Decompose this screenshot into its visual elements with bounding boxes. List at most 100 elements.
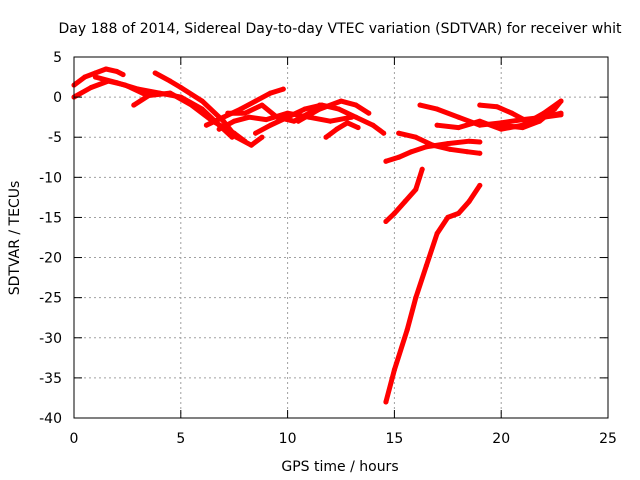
y-tick-label: -20 [39, 251, 62, 267]
y-tick-label: 0 [53, 90, 62, 106]
data-point [355, 125, 361, 131]
data-point [477, 102, 483, 108]
data-point [391, 367, 397, 373]
data-point [323, 134, 329, 140]
data-point [366, 110, 372, 116]
data-point [494, 104, 500, 110]
data-point [225, 110, 231, 116]
data-point [423, 263, 429, 269]
data-point [396, 154, 402, 160]
data-point [402, 198, 408, 204]
data-point [242, 110, 248, 116]
data-point [221, 114, 226, 120]
data-point [114, 68, 120, 74]
data-point [327, 118, 333, 124]
data-point [498, 122, 504, 128]
data-point [233, 134, 239, 140]
data-point [268, 122, 273, 128]
x-tick-label: 5 [176, 431, 185, 447]
data-point [509, 110, 515, 116]
data-point [383, 158, 389, 164]
data-point [317, 106, 323, 112]
grid [74, 57, 608, 418]
data-point [131, 102, 137, 108]
data-point [268, 90, 273, 96]
chart-title: Day 188 of 2014, Sidereal Day-to-day VTE… [59, 21, 622, 37]
plot-border [73, 56, 609, 419]
data-point [370, 122, 376, 128]
data-point [246, 114, 252, 120]
data-point [216, 126, 222, 132]
y-tick-label: -40 [39, 411, 62, 427]
data-point [295, 118, 301, 124]
data-point [466, 138, 472, 144]
data-point [456, 210, 461, 216]
data-point [291, 118, 297, 124]
data-point [477, 118, 483, 124]
data-point [558, 110, 564, 116]
data-point [344, 120, 350, 126]
data-point [248, 142, 254, 148]
tick-labels: 0 5 10 15 20 25 5 0 -5 -10 -15 -20 -25 -30 -35 -40 [39, 50, 617, 447]
x-tick-label: 25 [599, 431, 617, 447]
data-point [280, 86, 286, 92]
data-point [430, 142, 436, 148]
data-point [520, 125, 526, 131]
data-point [178, 85, 184, 90]
data-point [417, 102, 423, 108]
x-tick-label: 10 [279, 431, 297, 447]
data-point [353, 102, 359, 108]
series-arc-12 [383, 182, 483, 405]
data-point [409, 149, 414, 155]
data-point [396, 130, 402, 136]
data-point [404, 327, 410, 333]
data-point [413, 186, 419, 192]
data-point [285, 114, 291, 120]
series-arc-11 [323, 120, 361, 140]
data-point [135, 86, 141, 92]
data-point [477, 139, 483, 145]
x-axis-label: GPS time / hours [281, 459, 398, 475]
data-point [199, 98, 205, 104]
data-point [92, 70, 98, 76]
data-point [231, 118, 237, 124]
data-point [552, 106, 558, 112]
data-point [302, 106, 308, 112]
data-point [120, 72, 126, 78]
data-point [338, 98, 344, 104]
data-point [477, 150, 483, 156]
y-tick-label: -30 [39, 331, 62, 347]
data-point [146, 93, 152, 98]
data-point [259, 134, 265, 140]
ticks [73, 56, 609, 419]
data-point [88, 85, 94, 90]
data-point [445, 141, 451, 147]
data-point [381, 130, 387, 136]
y-tick-label: -5 [48, 130, 62, 146]
data-point [253, 130, 259, 136]
data-point [456, 114, 461, 120]
data-point [92, 74, 98, 80]
y-tick-label: -15 [39, 210, 62, 226]
data-point [477, 182, 483, 188]
y-tick-label: -10 [39, 170, 62, 186]
data-point [423, 144, 429, 150]
data-point [167, 78, 173, 84]
data-point [383, 399, 389, 405]
data-point [558, 98, 564, 104]
data-point [524, 118, 530, 124]
x-tick-label: 20 [492, 431, 510, 447]
y-axis-label: SDTVAR / TECUs [7, 181, 23, 296]
data-point [537, 118, 543, 124]
series-layer [71, 66, 564, 405]
y-tick-label: -25 [39, 291, 62, 307]
data-point [189, 102, 194, 108]
data-point [167, 90, 173, 96]
data-point [334, 126, 340, 132]
data-point [447, 146, 453, 152]
data-point [434, 231, 440, 236]
data-point [419, 166, 425, 172]
data-point [383, 219, 389, 224]
data-point [434, 122, 440, 128]
